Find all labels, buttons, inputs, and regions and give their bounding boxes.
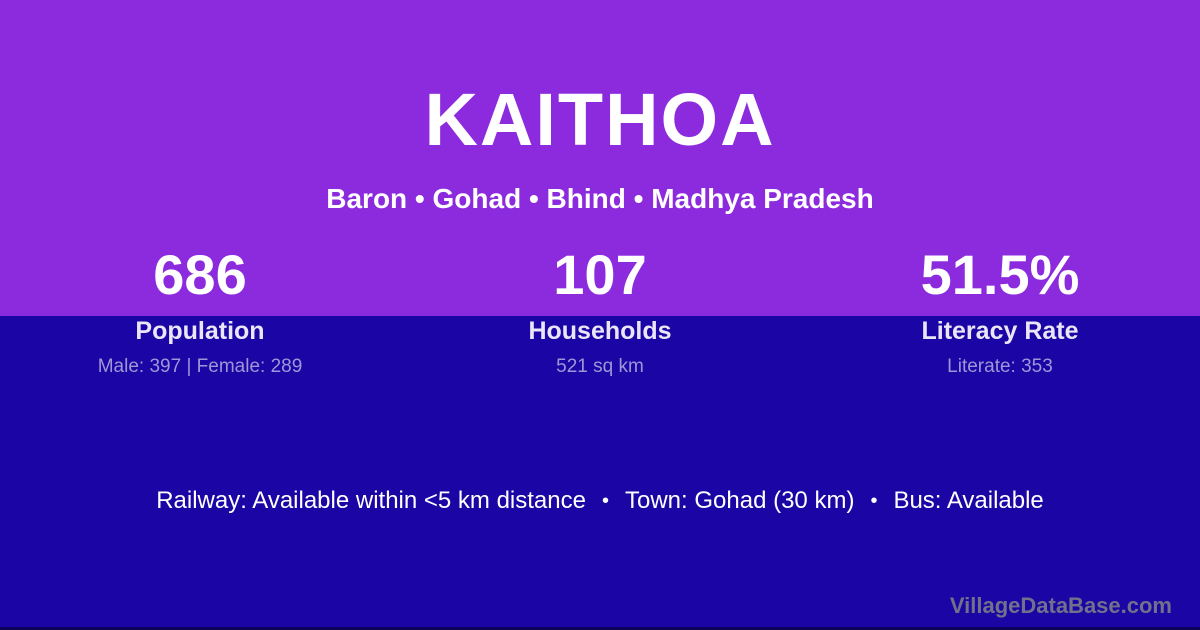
households-label: Households: [528, 317, 672, 345]
amenities-line: Railway: Available within <5 km distance…: [0, 486, 1200, 516]
stats-row: 686 Population Male: 397 | Female: 289 1…: [0, 246, 1200, 379]
households-value: 107: [553, 243, 647, 306]
bottom-edge-divider: [0, 627, 1200, 630]
location-breadcrumb: Baron • Gohad • Bhind • Madhya Pradesh: [326, 183, 874, 214]
bullet-separator: •: [601, 490, 609, 512]
stat-population: 686 Population Male: 397 | Female: 289: [0, 246, 400, 379]
village-name-title: KAITHOA: [424, 78, 776, 161]
bullet-separator: •: [870, 490, 878, 512]
population-label: Population: [135, 317, 265, 345]
population-detail: Male: 397 | Female: 289: [97, 356, 303, 377]
nearest-town-info: Town: Gohad (30 km): [625, 487, 855, 514]
households-detail: 521 sq km: [556, 356, 644, 377]
railway-info: Railway: Available within <5 km distance: [156, 487, 586, 514]
site-watermark: VillageDataBase.com: [949, 593, 1172, 618]
stat-households: 107 Households 521 sq km: [400, 246, 800, 379]
bus-info: Bus: Available: [893, 487, 1044, 514]
literacy-detail: Literate: 353: [947, 356, 1053, 377]
literacy-value: 51.5%: [920, 243, 1080, 306]
population-value: 686: [153, 243, 247, 306]
literacy-label: Literacy Rate: [921, 317, 1079, 345]
stat-literacy: 51.5% Literacy Rate Literate: 353: [800, 246, 1200, 379]
